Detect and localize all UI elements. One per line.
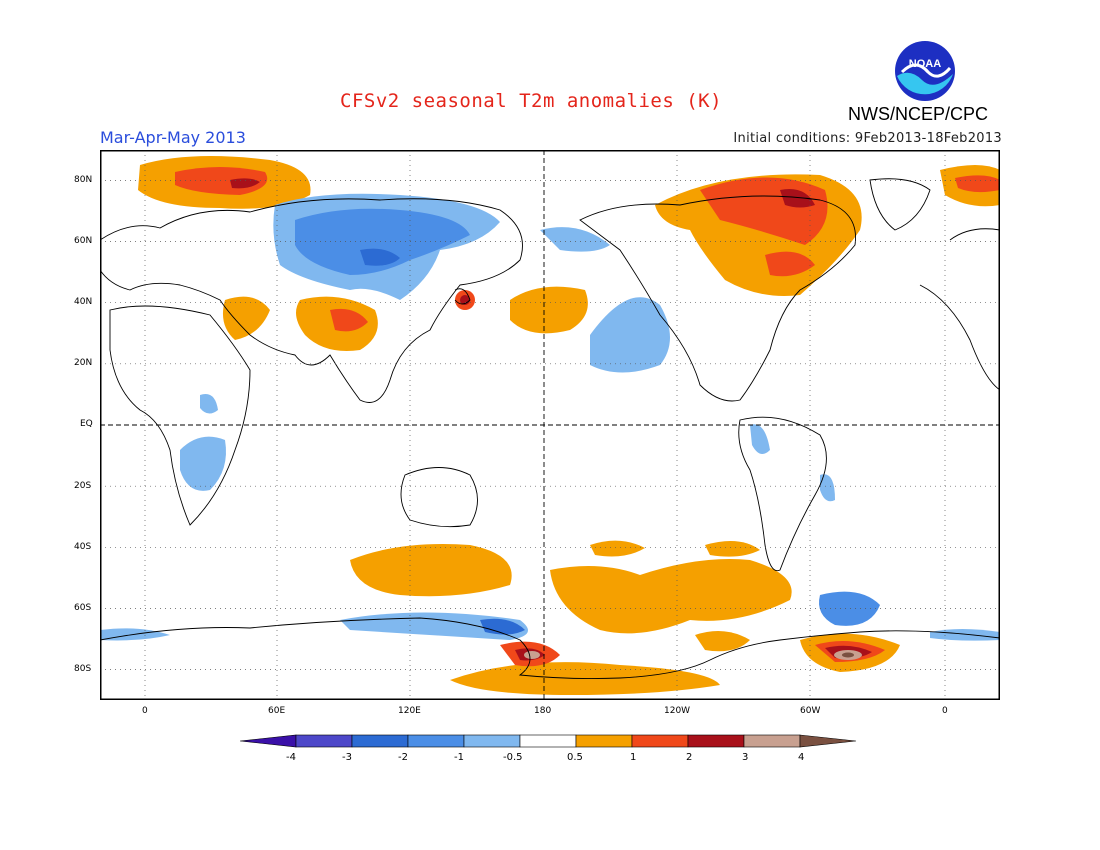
world-map (100, 150, 1000, 700)
colorbar (240, 734, 857, 748)
lat-label: 20N (74, 358, 93, 368)
colorbar-cell (799, 734, 857, 748)
colorbar-cell (575, 734, 633, 748)
cold-anomaly (180, 436, 226, 491)
lat-label: 60N (74, 236, 93, 246)
lon-label: 60W (800, 706, 821, 716)
cold-anomaly (295, 208, 470, 275)
colorbar-tick-label: 2 (686, 752, 693, 763)
coastlines (100, 178, 1000, 680)
warm-anomaly (705, 541, 760, 557)
organization-label: NWS/NCEP/CPC (848, 104, 989, 124)
warm-anomaly (510, 286, 588, 334)
cold-anomaly (480, 618, 525, 635)
colorbar-cell (687, 734, 745, 748)
cold-anomaly (819, 591, 880, 626)
cold-anomaly (360, 248, 400, 266)
warm-anomaly (590, 540, 645, 557)
warm-anomaly (955, 175, 1000, 193)
colorbar-cell (240, 734, 297, 748)
lat-label: 40N (74, 297, 93, 307)
cold-anomaly (930, 629, 1000, 641)
anomaly-field (100, 156, 1000, 695)
colorbar-tick-label: -3 (342, 752, 352, 763)
colorbar-tick-label: 0.5 (567, 752, 583, 763)
colorbar-cell (351, 734, 409, 748)
warm-anomaly (230, 178, 260, 189)
chart-title: CFSv2 seasonal T2m anomalies (K) (340, 90, 723, 112)
warm-anomaly (550, 559, 792, 634)
warm-anomaly (695, 631, 750, 652)
colorbar-tick-label: 4 (798, 752, 805, 763)
logo-text: NOAA (909, 58, 941, 70)
colorbar-tick-label: 1 (630, 752, 637, 763)
colorbar-tick-label: -1 (454, 752, 464, 763)
lat-label: 60S (74, 603, 92, 613)
warm-anomaly (350, 544, 512, 597)
cold-anomaly (540, 227, 610, 252)
warm-anomaly (765, 251, 815, 277)
warm-anomaly (330, 308, 368, 332)
colorbar-tick-label: -2 (398, 752, 408, 763)
colorbar-cell (295, 734, 353, 748)
warm-anomaly (524, 651, 540, 659)
lon-label: 0 (142, 706, 148, 716)
colorbar-cell (519, 734, 577, 748)
cold-anomaly (820, 474, 835, 502)
lat-label: EQ (80, 419, 93, 429)
warm-anomaly (842, 652, 854, 658)
reference-lines (100, 150, 1000, 700)
lat-label: 80S (74, 664, 92, 674)
colorbar-cell (407, 734, 465, 748)
warm-anomaly (780, 189, 815, 208)
cold-anomaly (750, 424, 770, 454)
colorbar-cell (631, 734, 689, 748)
colorbar-cell (743, 734, 801, 748)
lon-label: 0 (942, 706, 948, 716)
colorbar-tick-label: -0.5 (503, 752, 523, 763)
noaa-logo: NOAA (895, 41, 955, 101)
forecast-period: Mar-Apr-May 2013 (100, 128, 246, 147)
warm-anomaly (222, 296, 270, 340)
colorbar-tick-label: -4 (286, 752, 296, 763)
colorbar-cell (463, 734, 521, 748)
lon-label: 180 (534, 706, 552, 716)
lon-label: 120W (664, 706, 691, 716)
colorbar-tick-label: 3 (742, 752, 749, 763)
lat-label: 80N (74, 175, 93, 185)
lat-label: 20S (74, 481, 92, 491)
lon-label: 120E (398, 706, 421, 716)
cold-anomaly (590, 297, 670, 373)
lon-label: 60E (268, 706, 286, 716)
lat-label: 40S (74, 542, 92, 552)
cold-anomaly (200, 394, 218, 414)
initial-conditions: Initial conditions: 9Feb2013-18Feb2013 (733, 131, 1002, 146)
